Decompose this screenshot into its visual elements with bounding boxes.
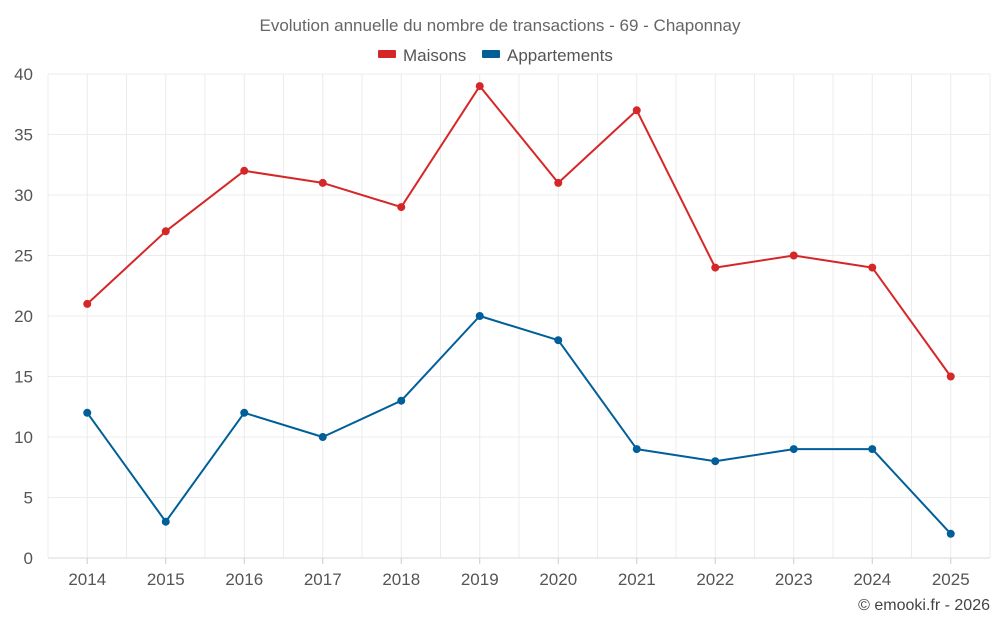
data-point-appartements — [397, 396, 406, 405]
data-point-appartements — [318, 433, 327, 441]
data-point-appartements — [83, 408, 92, 417]
data-point-appartements — [632, 445, 641, 454]
grid — [47, 73, 991, 558]
series-line-maisons — [86, 85, 952, 378]
y-tick-label: 30 — [14, 186, 33, 205]
y-tick-label: 20 — [14, 307, 33, 326]
data-point-appartements — [946, 529, 955, 538]
x-tick-label: 2020 — [539, 570, 577, 589]
data-point-maisons — [161, 227, 170, 236]
y-axis: 0 5 10 15 20 25 30 35 40 — [14, 65, 33, 568]
data-point-appartements — [789, 445, 798, 454]
data-point-maisons — [475, 82, 484, 91]
x-tick-label: 2014 — [68, 570, 106, 589]
data-point-appartements — [711, 457, 720, 466]
data-point-maisons — [240, 166, 249, 175]
data-point-maisons — [946, 372, 955, 381]
y-tick-label: 0 — [24, 549, 33, 568]
data-point-maisons — [83, 299, 92, 308]
data-point-maisons — [318, 178, 327, 187]
y-tick-label: 40 — [14, 65, 33, 84]
x-tick-label: 2015 — [147, 570, 185, 589]
data-point-maisons — [632, 106, 641, 115]
x-tick-label: 2022 — [696, 570, 734, 589]
legend: Maisons Appartements — [378, 46, 613, 65]
data-point-maisons — [397, 203, 406, 212]
data-point-appartements — [868, 445, 877, 454]
x-tick-label: 2023 — [775, 570, 813, 589]
y-tick-label: 10 — [14, 428, 33, 447]
series-layer — [83, 82, 955, 538]
data-point-appartements — [554, 336, 563, 345]
x-tick-label: 2024 — [853, 570, 891, 589]
legend-swatch-maisons — [378, 50, 396, 58]
series-line-appartements — [86, 315, 952, 535]
data-point-appartements — [161, 517, 170, 526]
legend-label-maisons: Maisons — [403, 46, 466, 65]
legend-swatch-appartements — [482, 50, 500, 58]
y-tick-label: 25 — [14, 247, 33, 266]
y-tick-label: 35 — [14, 126, 33, 145]
data-point-maisons — [868, 263, 877, 272]
legend-label-appartements: Appartements — [507, 46, 613, 65]
chart-title: Evolution annuelle du nombre de transact… — [259, 16, 741, 35]
x-tick-label: 2019 — [461, 570, 499, 589]
credit: © emooki.fr - 2026 — [858, 597, 990, 614]
data-point-maisons — [711, 263, 720, 272]
x-tick-label: 2025 — [932, 570, 970, 589]
y-tick-label: 5 — [24, 489, 33, 508]
data-point-maisons — [554, 178, 563, 187]
data-point-maisons — [789, 251, 798, 260]
x-tick-label: 2016 — [225, 570, 263, 589]
x-tick-label: 2018 — [382, 570, 420, 589]
x-axis: 2014 2015 2016 2017 2018 2019 2020 2021 2022 2023… — [68, 558, 970, 589]
x-tick-label: 2021 — [618, 570, 656, 589]
data-point-appartements — [475, 312, 484, 320]
x-tick-label: 2017 — [304, 570, 342, 589]
data-point-appartements — [240, 408, 249, 417]
y-tick-label: 15 — [14, 368, 33, 387]
